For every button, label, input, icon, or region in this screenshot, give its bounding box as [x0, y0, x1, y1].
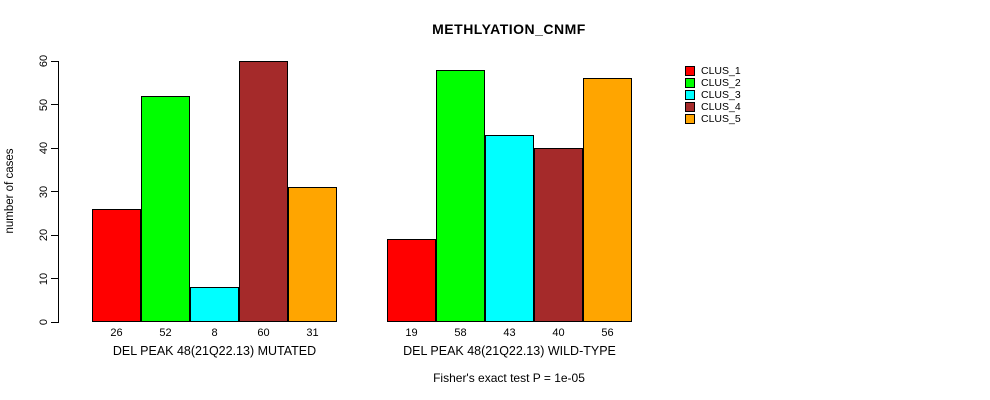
bar-value-label: 43	[503, 327, 516, 339]
bar	[485, 134, 534, 322]
bar	[583, 78, 632, 322]
y-tick-label: 10	[38, 272, 50, 285]
y-tick-label: 20	[38, 228, 50, 242]
bar-value-label: 52	[159, 327, 172, 339]
group-label: DEL PEAK 48(21Q22.13) MUTATED	[112, 344, 317, 358]
y-tick	[51, 278, 58, 279]
legend-item: CLUS_3	[685, 89, 741, 101]
legend-swatch	[685, 78, 695, 88]
legend-swatch	[685, 102, 695, 112]
bar	[141, 95, 190, 322]
legend-swatch	[685, 90, 695, 100]
bar	[190, 287, 239, 322]
y-tick-label: 30	[38, 185, 50, 198]
bar-value-label: 8	[211, 327, 218, 339]
y-tick-label: 0	[38, 318, 50, 326]
bar	[92, 208, 141, 322]
legend-label: CLUS_3	[701, 89, 741, 101]
legend-swatch	[685, 66, 695, 76]
chart-title: METHLYATION_CNMF	[432, 21, 586, 37]
bar-value-label: 58	[454, 327, 467, 339]
legend-item: CLUS_2	[685, 77, 741, 89]
y-tick-label: 50	[38, 98, 50, 111]
legend-label: CLUS_1	[701, 65, 741, 77]
bar	[436, 69, 485, 322]
y-tick	[51, 60, 58, 62]
legend-swatch	[685, 114, 695, 124]
y-tick	[51, 321, 58, 323]
bar-value-label: 40	[552, 327, 565, 339]
y-tick-label: 60	[38, 54, 50, 68]
y-axis-label: number of cases	[4, 148, 16, 234]
legend-label: CLUS_4	[701, 101, 741, 113]
y-tick	[51, 147, 58, 149]
legend: CLUS_1 CLUS_2 CLUS_3 CLUS_4 CLUS_5	[685, 65, 741, 125]
bar-value-label: 60	[257, 327, 270, 339]
bar	[534, 148, 583, 322]
y-tick	[51, 234, 58, 236]
y-tick	[51, 191, 58, 192]
legend-label: CLUS_5	[701, 113, 741, 125]
legend-item: CLUS_5	[685, 113, 741, 125]
bar	[288, 187, 337, 322]
legend-label: CLUS_2	[701, 77, 741, 89]
bar-value-label: 19	[405, 327, 418, 339]
legend-item: CLUS_1	[685, 65, 741, 77]
y-tick-label: 40	[38, 141, 50, 155]
bar	[387, 239, 436, 322]
bar	[239, 61, 288, 322]
y-axis-line	[58, 61, 59, 323]
bar-value-label: 26	[110, 327, 123, 339]
group-label: DEL PEAK 48(21Q22.13) WILD-TYPE	[403, 344, 616, 358]
bar-value-label: 31	[306, 327, 319, 339]
bar-value-label: 56	[601, 327, 614, 339]
y-tick	[51, 104, 58, 105]
footer-annotation: Fisher's exact test P = 1e-05	[433, 371, 585, 385]
legend-item: CLUS_4	[685, 101, 741, 113]
